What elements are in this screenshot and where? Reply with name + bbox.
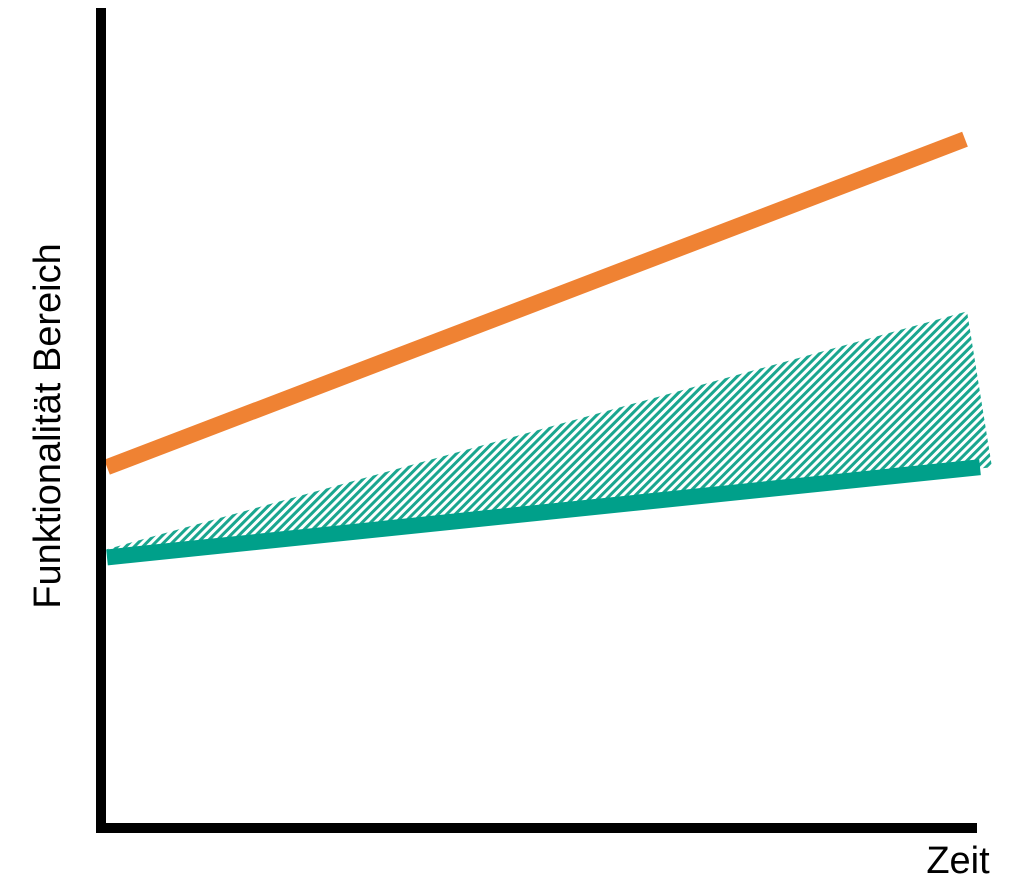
y-axis-label: Funktionalität Bereich bbox=[27, 243, 69, 608]
x-axis-label: Zeit bbox=[926, 840, 990, 882]
band-layer bbox=[107, 311, 992, 558]
uncertainty-band bbox=[107, 311, 992, 558]
series-line-lower bbox=[106, 459, 981, 566]
series-layer bbox=[104, 131, 981, 566]
series-line-upper bbox=[104, 131, 968, 475]
